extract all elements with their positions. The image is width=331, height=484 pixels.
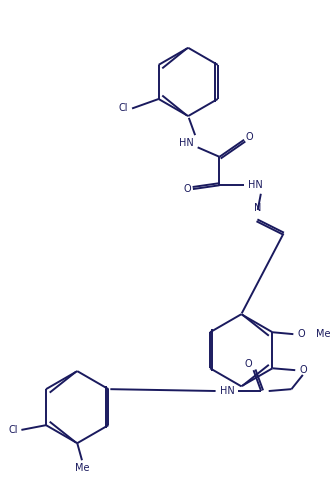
Text: O: O xyxy=(183,184,191,194)
Text: HN: HN xyxy=(179,137,194,148)
Text: HN: HN xyxy=(248,180,263,190)
Text: Cl: Cl xyxy=(119,104,128,113)
Text: O: O xyxy=(299,365,307,375)
Text: Cl: Cl xyxy=(8,425,18,435)
Text: HN: HN xyxy=(219,386,234,396)
Text: O: O xyxy=(297,329,305,339)
Text: O: O xyxy=(244,360,252,369)
Text: Me: Me xyxy=(316,329,331,339)
Text: Me: Me xyxy=(75,463,89,473)
Text: O: O xyxy=(245,132,253,142)
Text: N: N xyxy=(254,203,261,213)
